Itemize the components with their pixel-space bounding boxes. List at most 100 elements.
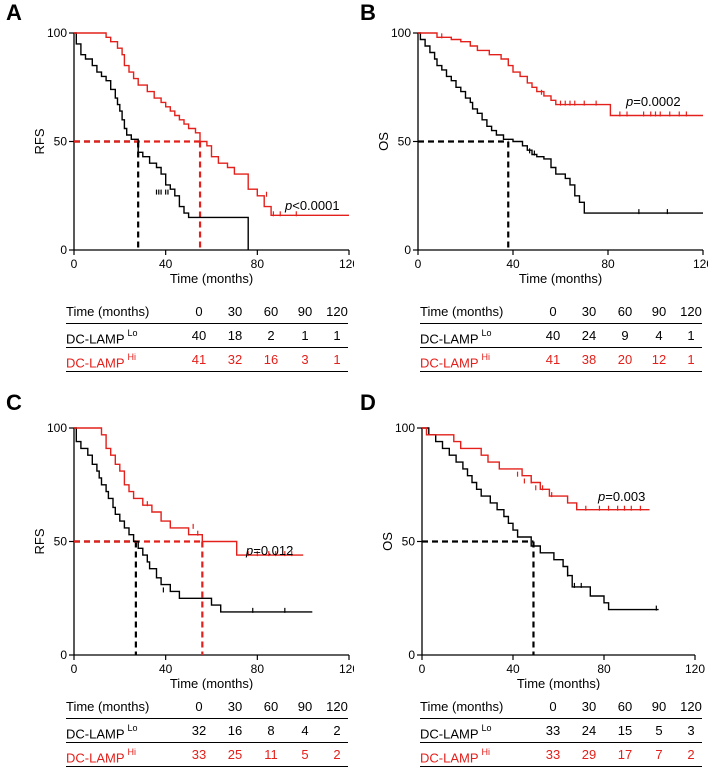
- x-tick-label: 40: [506, 662, 520, 676]
- risk-value: 1: [301, 328, 309, 343]
- x-tick-label: 40: [159, 662, 173, 676]
- y-axis-label: OS: [380, 532, 395, 551]
- y-tick-label: 100: [391, 26, 411, 40]
- panel-d: D 0 50 100 0 40 80 120 Time (months) OS p=0.003 T…: [354, 390, 708, 780]
- x-tick-label: 0: [71, 662, 78, 676]
- risk-table: Time (months) 0 30 60 90 120 DC-LAMP Lo 3…: [420, 695, 702, 767]
- risk-time: 60: [263, 304, 279, 319]
- risk-value: 2: [267, 328, 275, 343]
- y-tick-label: 0: [60, 243, 67, 257]
- p-value-label: p=0.0002: [625, 94, 681, 109]
- survival-curve-lo: [74, 427, 313, 613]
- risk-value: 40: [191, 328, 207, 343]
- survival-curve-hi: [418, 32, 703, 117]
- risk-time: 90: [297, 304, 313, 319]
- x-axis-label: Time (months): [517, 676, 600, 690]
- risk-value: 18: [227, 328, 243, 343]
- risk-header-label: Time (months): [420, 699, 504, 714]
- risk-time: 30: [227, 304, 243, 319]
- risk-label-lo: DC-LAMP Lo: [420, 328, 492, 347]
- x-tick-label: 0: [419, 662, 426, 676]
- risk-header-label: Time (months): [66, 304, 150, 319]
- x-tick-label: 120: [693, 257, 708, 271]
- x-axis-label: Time (months): [170, 676, 253, 690]
- risk-time: 90: [651, 304, 667, 319]
- risk-header-row: Time (months) 0 30 60 90 120: [420, 300, 702, 324]
- risk-value: 32: [227, 352, 243, 367]
- y-tick-label: 100: [47, 26, 67, 40]
- km-plot: 0 50 100 0 40 80 120 Time (months) OS p=0.0002: [376, 26, 708, 286]
- risk-table: Time (months) 0 30 60 90 120 DC-LAMP Lo 3…: [66, 695, 348, 767]
- risk-value: 2: [687, 747, 695, 762]
- risk-row-lo: DC-LAMP Lo 32 16 8 4 2: [66, 719, 348, 743]
- risk-time: 0: [195, 699, 203, 714]
- y-tick-label: 0: [60, 648, 67, 662]
- risk-label-lo: DC-LAMP Lo: [66, 723, 138, 742]
- risk-value: 5: [301, 747, 309, 762]
- risk-value: 3: [687, 723, 695, 738]
- risk-value: 1: [333, 328, 341, 343]
- y-tick-label: 0: [408, 648, 415, 662]
- risk-row-hi: DC-LAMP Hi 41 32 16 3 1: [66, 348, 348, 372]
- risk-value: 41: [545, 352, 561, 367]
- risk-time: 120: [680, 304, 702, 319]
- y-tick-label: 100: [47, 421, 67, 435]
- risk-value: 29: [581, 747, 597, 762]
- risk-time: 90: [651, 699, 667, 714]
- km-plot: 0 50 100 0 40 80 120 Time (months) RFS p=0.012: [32, 421, 354, 690]
- panel-letter: A: [6, 0, 22, 25]
- y-tick-label: 100: [395, 421, 415, 435]
- panel-letter: D: [360, 390, 376, 415]
- risk-time: 30: [581, 699, 597, 714]
- panel-letter: B: [360, 0, 376, 25]
- risk-value: 15: [617, 723, 633, 738]
- risk-label-lo: DC-LAMP Lo: [66, 328, 138, 347]
- risk-value: 32: [191, 723, 207, 738]
- survival-curve-lo: [422, 427, 659, 611]
- risk-value: 38: [581, 352, 597, 367]
- risk-value: 1: [687, 328, 695, 343]
- x-tick-label: 80: [251, 662, 265, 676]
- risk-value: 33: [191, 747, 207, 762]
- risk-row-lo: DC-LAMP Lo 40 18 2 1 1: [66, 324, 348, 348]
- risk-value: 11: [264, 747, 278, 762]
- x-tick-label: 80: [251, 257, 265, 271]
- y-tick-label: 50: [398, 135, 412, 149]
- risk-table: Time (months) 0 30 60 90 120 DC-LAMP Lo 4…: [66, 300, 348, 372]
- p-value-label: p=0.003: [597, 489, 645, 504]
- risk-value: 5: [655, 723, 663, 738]
- y-axis-label: RFS: [32, 528, 47, 554]
- risk-value: 1: [687, 352, 695, 367]
- panel-letter: C: [6, 390, 22, 415]
- risk-value: 16: [263, 352, 279, 367]
- survival-curve-lo: [74, 32, 249, 250]
- risk-label-hi: DC-LAMP Hi: [66, 352, 137, 371]
- risk-time: 90: [297, 699, 313, 714]
- risk-row-hi: DC-LAMP Hi 33 25 11 5 2: [66, 743, 348, 767]
- risk-time: 30: [227, 699, 243, 714]
- risk-header-label: Time (months): [420, 304, 504, 319]
- y-tick-label: 0: [404, 243, 411, 257]
- risk-row-hi: DC-LAMP Hi 33 29 17 7 2: [420, 743, 702, 767]
- risk-row-lo: DC-LAMP Lo 40 24 9 4 1: [420, 324, 702, 348]
- risk-header-row: Time (months) 0 30 60 90 120: [420, 695, 702, 719]
- risk-label-hi: DC-LAMP Hi: [420, 747, 491, 766]
- x-tick-label: 80: [601, 257, 615, 271]
- risk-value: 16: [227, 723, 243, 738]
- risk-value: 3: [301, 352, 309, 367]
- risk-time: 60: [617, 699, 633, 714]
- y-tick-label: 50: [54, 135, 68, 149]
- x-tick-label: 120: [339, 257, 354, 271]
- risk-value: 4: [655, 328, 663, 343]
- y-axis-label: RFS: [32, 128, 47, 154]
- risk-value: 24: [581, 328, 597, 343]
- risk-value: 33: [545, 723, 561, 738]
- p-value-label: p=0.012: [245, 543, 293, 558]
- risk-value: 2: [333, 723, 341, 738]
- x-axis-label: Time (months): [519, 271, 602, 286]
- x-axis-label: Time (months): [170, 271, 253, 286]
- risk-value: 40: [545, 328, 561, 343]
- km-plot: 0 50 100 0 40 80 120 Time (months) RFS p<0.0001: [32, 26, 354, 286]
